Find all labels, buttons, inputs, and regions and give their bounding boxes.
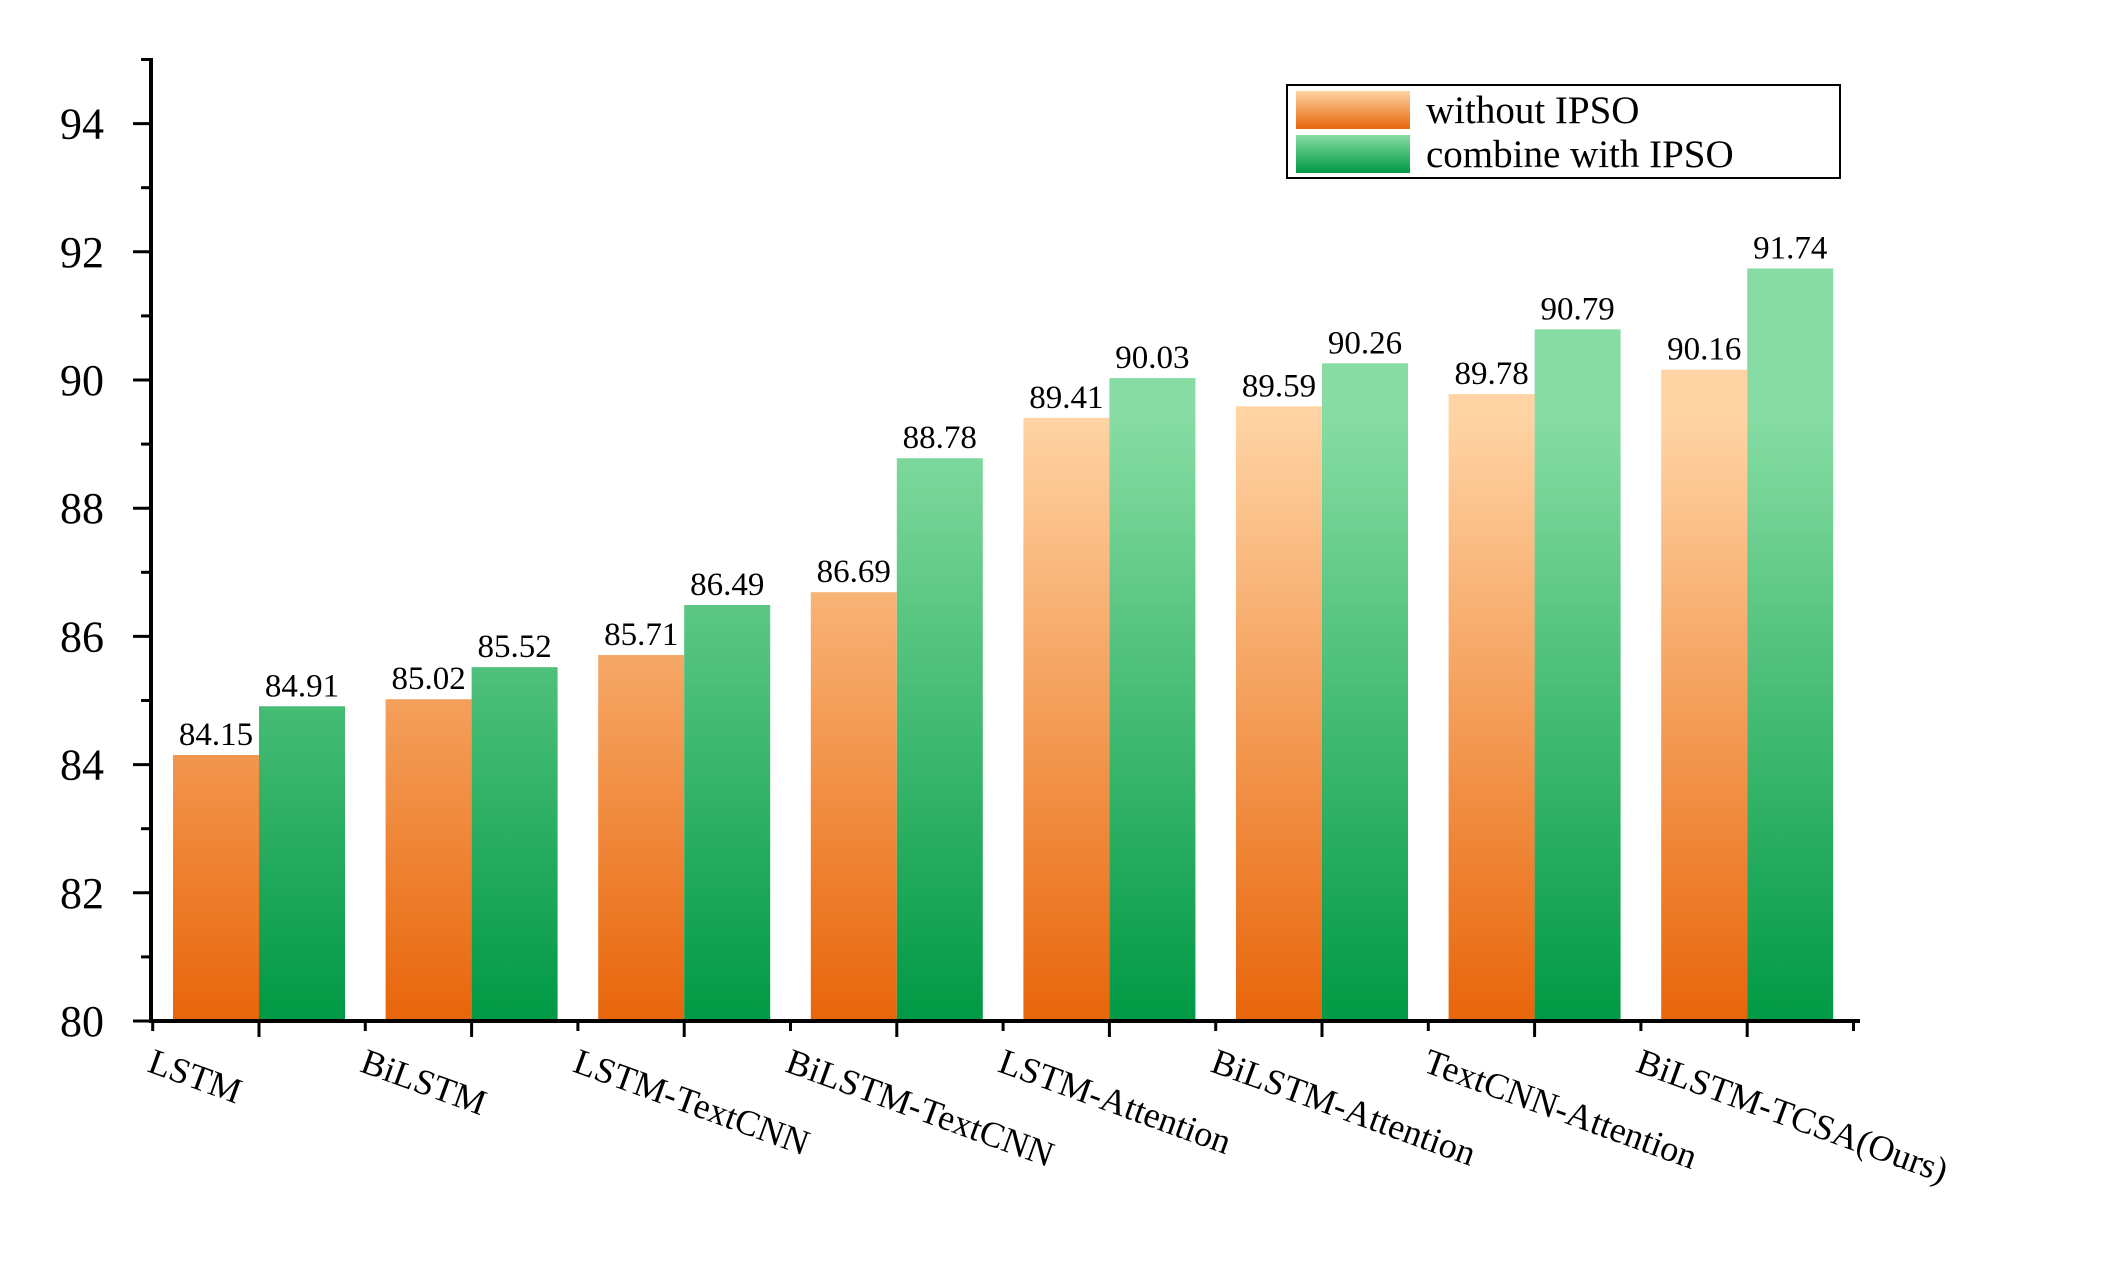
bar-lstm-without-ipso [173, 754, 259, 1021]
data-label-lstm-textcnn-combine-with-ipso: 86.49 [690, 567, 764, 603]
bar-bilstm-without-ipso [385, 699, 472, 1021]
bar-bilstm-attention-combine-with-ipso [1322, 363, 1408, 1022]
bar-bilstm-tcsa-ours-without-ipso [1661, 369, 1748, 1021]
data-label-bilstm-textcnn-combine-with-ipso: 88.78 [903, 420, 977, 456]
data-label-bilstm-tcsa-ours-combine-with-ipso: 91.74 [1753, 230, 1827, 266]
bar-bilstm-textcnn-without-ipso [810, 592, 897, 1021]
category-label-bilstm: BiLSTM [356, 1041, 492, 1123]
data-label-bilstm-textcnn-without-ipso: 86.69 [817, 554, 891, 590]
bar-lstm-combine-with-ipso [259, 706, 345, 1021]
category-label-lstm: LSTM [143, 1041, 247, 1111]
bar-textcnn-attention-without-ipso [1448, 394, 1535, 1021]
legend-swatch-without-ipso [1296, 91, 1410, 129]
data-label-lstm-textcnn-without-ipso: 85.71 [604, 617, 678, 653]
category-label-lstm-textcnn: LSTM-TextCNN [568, 1041, 814, 1163]
bar-textcnn-attention-combine-with-ipso [1534, 329, 1621, 1022]
y-tick-label-80: 80 [60, 997, 104, 1046]
y-ticks-group: 80 82 84 86 88 90 92 94 [60, 58, 151, 1046]
bar-lstm-attention-combine-with-ipso [1109, 378, 1196, 1021]
bar-bilstm-textcnn-combine-with-ipso [896, 458, 983, 1021]
y-tick-label-82: 82 [60, 869, 104, 918]
data-label-bilstm-without-ipso: 85.02 [391, 661, 465, 697]
data-labels-group: 84.15 84.91 85.02 85.52 85.71 86.49 86.69 88.78… [179, 230, 1827, 753]
y-tick-label-88: 88 [60, 484, 104, 533]
y-tick-label-94: 94 [60, 100, 104, 149]
data-label-bilstm-attention-without-ipso: 89.59 [1242, 368, 1316, 404]
data-label-lstm-attention-combine-with-ipso: 90.03 [1115, 340, 1189, 376]
bar-bilstm-combine-with-ipso [471, 667, 558, 1021]
y-tick-label-84: 84 [60, 741, 104, 790]
data-label-textcnn-attention-combine-with-ipso: 90.79 [1540, 291, 1614, 327]
bar-lstm-textcnn-without-ipso [598, 654, 685, 1021]
category-labels-group: LSTM BiLSTM LSTM-TextCNNBiLSTM-TextCNNLSTM… [143, 1041, 1953, 1191]
data-label-lstm-attention-without-ipso: 89.41 [1029, 380, 1103, 416]
bar-bilstm-attention-without-ipso [1236, 406, 1322, 1021]
data-label-bilstm-attention-combine-with-ipso: 90.26 [1328, 325, 1402, 361]
legend-label-without-ipso: without IPSO [1426, 89, 1639, 132]
legend-swatch-combine-with-ipso [1296, 135, 1410, 173]
legend: without IPSO combine with IPSO [1286, 84, 1841, 179]
data-label-lstm-without-ipso: 84.15 [179, 717, 253, 753]
y-tick-label-92: 92 [60, 228, 104, 277]
bars-group [173, 268, 1834, 1022]
y-tick-label-90: 90 [60, 356, 104, 405]
bar-lstm-textcnn-combine-with-ipso [684, 604, 771, 1021]
data-label-bilstm-combine-with-ipso: 85.52 [477, 629, 551, 665]
bar-lstm-attention-without-ipso [1023, 417, 1110, 1022]
data-label-lstm-combine-with-ipso: 84.91 [265, 668, 339, 704]
data-label-bilstm-tcsa-ours-without-ipso: 90.16 [1667, 332, 1741, 368]
data-label-textcnn-attention-without-ipso: 89.78 [1454, 356, 1528, 392]
x-ticks-group [151, 1021, 1855, 1037]
legend-label-combine-with-ipso: combine with IPSO [1426, 133, 1734, 176]
bar-bilstm-tcsa-ours-combine-with-ipso [1747, 268, 1834, 1021]
y-tick-label-86: 86 [60, 612, 104, 661]
